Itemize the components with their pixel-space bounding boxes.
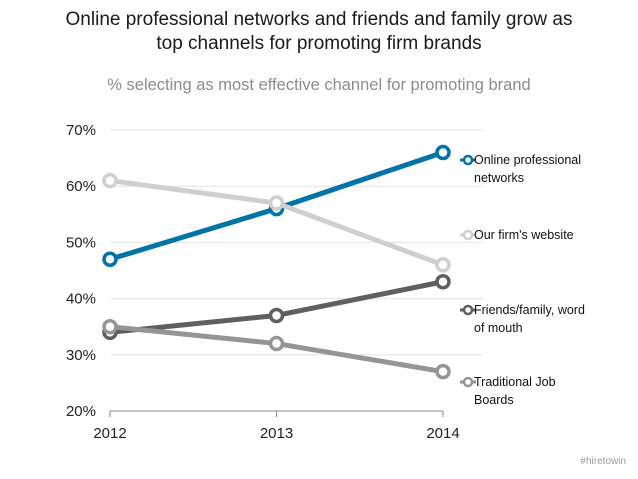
data-point — [268, 335, 285, 352]
hashtag-label: #hiretowin — [580, 456, 626, 467]
y-tick-label: 20% — [66, 403, 96, 420]
legend-label: Our firm's website — [474, 228, 574, 242]
x-tick-label: 2014 — [426, 425, 459, 442]
grid — [110, 129, 483, 356]
legend-swatch-marker — [462, 304, 474, 316]
data-point — [102, 251, 118, 268]
y-tick-label: 30% — [66, 347, 96, 364]
legend-swatch-marker — [462, 376, 474, 388]
legend-label: Online professional — [474, 153, 581, 167]
data-point — [268, 307, 285, 324]
legend-item: Friends/family, word of mouth — [460, 303, 585, 335]
data-point — [435, 273, 451, 290]
data-point — [435, 363, 451, 380]
series-line — [107, 279, 446, 335]
chart-title-line-1: Online professional networks and friends… — [65, 9, 573, 30]
chart-subtitle: % selecting as most effective channel fo… — [107, 76, 531, 94]
y-tick-label: 50% — [66, 234, 96, 251]
data-point — [435, 144, 451, 161]
legend-label: of mouth — [474, 321, 523, 335]
legend-label: Boards — [474, 393, 514, 407]
data-point — [102, 172, 118, 189]
series-2 — [102, 172, 451, 273]
legend-label: Friends/family, word — [474, 303, 585, 317]
legend-label: networks — [474, 171, 524, 185]
legend: Online professional networks Our firm's we… — [460, 153, 585, 407]
series-3 — [102, 273, 451, 341]
x-tick-label: 2013 — [260, 425, 293, 442]
x-tick-label: 2012 — [93, 425, 126, 442]
legend-item: Our firm's website — [460, 228, 574, 242]
chart-title-line-2: top channels for promoting firm brands — [156, 33, 482, 54]
y-tick-label: 70% — [66, 122, 96, 139]
data-point — [268, 195, 285, 211]
chart-title: Online professional networks and friends… — [0, 8, 638, 56]
y-tick-label: 40% — [66, 291, 96, 308]
legend-label: Traditional Job — [474, 375, 556, 389]
legend-swatch-marker — [462, 154, 474, 166]
legend-item: Online professional networks — [460, 153, 581, 185]
series-4 — [102, 318, 451, 380]
y-tick-label: 60% — [66, 178, 96, 195]
data-point — [435, 257, 451, 273]
legend-item: Traditional Job Boards — [460, 375, 556, 407]
axes: 20% 30% 40% 50% 60% 70% 2012 2013 2014 — [66, 122, 460, 442]
legend-swatch-marker — [462, 229, 474, 241]
series-group — [102, 144, 451, 380]
data-point — [102, 318, 118, 335]
series-line — [107, 178, 446, 268]
